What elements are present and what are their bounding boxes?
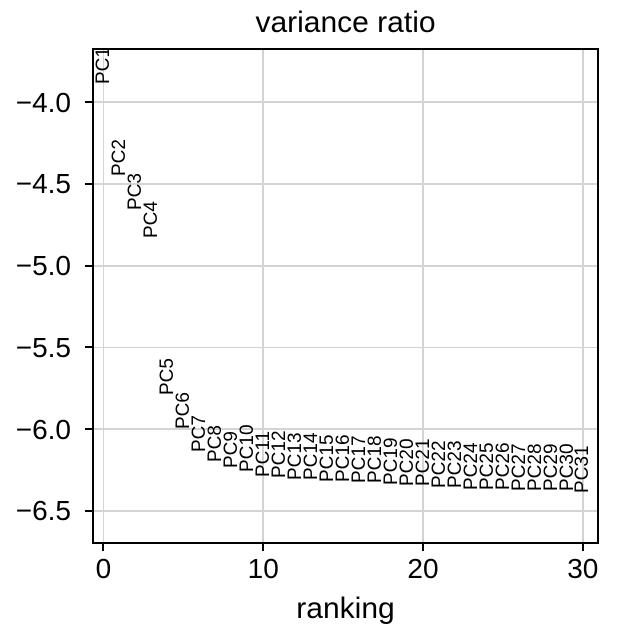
x-axis-tick bbox=[262, 544, 265, 551]
y-axis-tick bbox=[85, 183, 92, 186]
gridline-horizontal bbox=[94, 510, 597, 512]
y-axis-tick bbox=[85, 428, 92, 431]
x-tick-label: 10 bbox=[247, 553, 279, 584]
gridline-horizontal bbox=[94, 183, 597, 185]
y-tick-label: −6.5 bbox=[15, 495, 71, 527]
y-axis-tick bbox=[85, 101, 92, 104]
y-axis-tick bbox=[85, 264, 92, 267]
gridline-vertical bbox=[262, 50, 265, 542]
y-axis-tick bbox=[85, 509, 92, 512]
plot-area: PC1 PC2 PC3 PC4 PC5 PC6 PC7 PC8 PC9 PC10 PC11 PC12 P… bbox=[92, 48, 599, 544]
y-tick-label: −5.0 bbox=[15, 250, 71, 282]
y-tick-label: −4.0 bbox=[15, 86, 71, 118]
gridline-vertical bbox=[102, 50, 105, 542]
x-tick-label: 20 bbox=[407, 553, 439, 584]
pc-point-label: PC2 bbox=[109, 138, 131, 176]
gridline-vertical bbox=[422, 50, 424, 542]
y-tick-label: −4.5 bbox=[15, 168, 71, 200]
gridline-horizontal bbox=[94, 264, 597, 267]
x-axis-label: ranking bbox=[296, 592, 395, 625]
gridline-horizontal bbox=[94, 101, 597, 104]
y-tick-label: −5.5 bbox=[15, 331, 71, 363]
pc-point-label: PC31 bbox=[572, 445, 594, 493]
y-axis-tick bbox=[85, 346, 92, 349]
gridline-horizontal bbox=[94, 346, 597, 349]
x-tick-label: 30 bbox=[567, 553, 599, 584]
x-axis-tick bbox=[102, 544, 105, 551]
gridline-horizontal bbox=[94, 428, 597, 431]
pc-point-label: PC4 bbox=[141, 201, 163, 238]
y-tick-label: −6.0 bbox=[15, 413, 71, 445]
pc-point-label: PC5 bbox=[157, 357, 179, 395]
pc-point-label: PC1 bbox=[93, 48, 115, 85]
x-axis-tick bbox=[581, 544, 584, 551]
x-tick-label: 0 bbox=[95, 553, 112, 584]
x-axis-tick bbox=[421, 544, 424, 551]
gridline-vertical bbox=[581, 50, 584, 542]
chart-title: variance ratio bbox=[255, 6, 436, 39]
